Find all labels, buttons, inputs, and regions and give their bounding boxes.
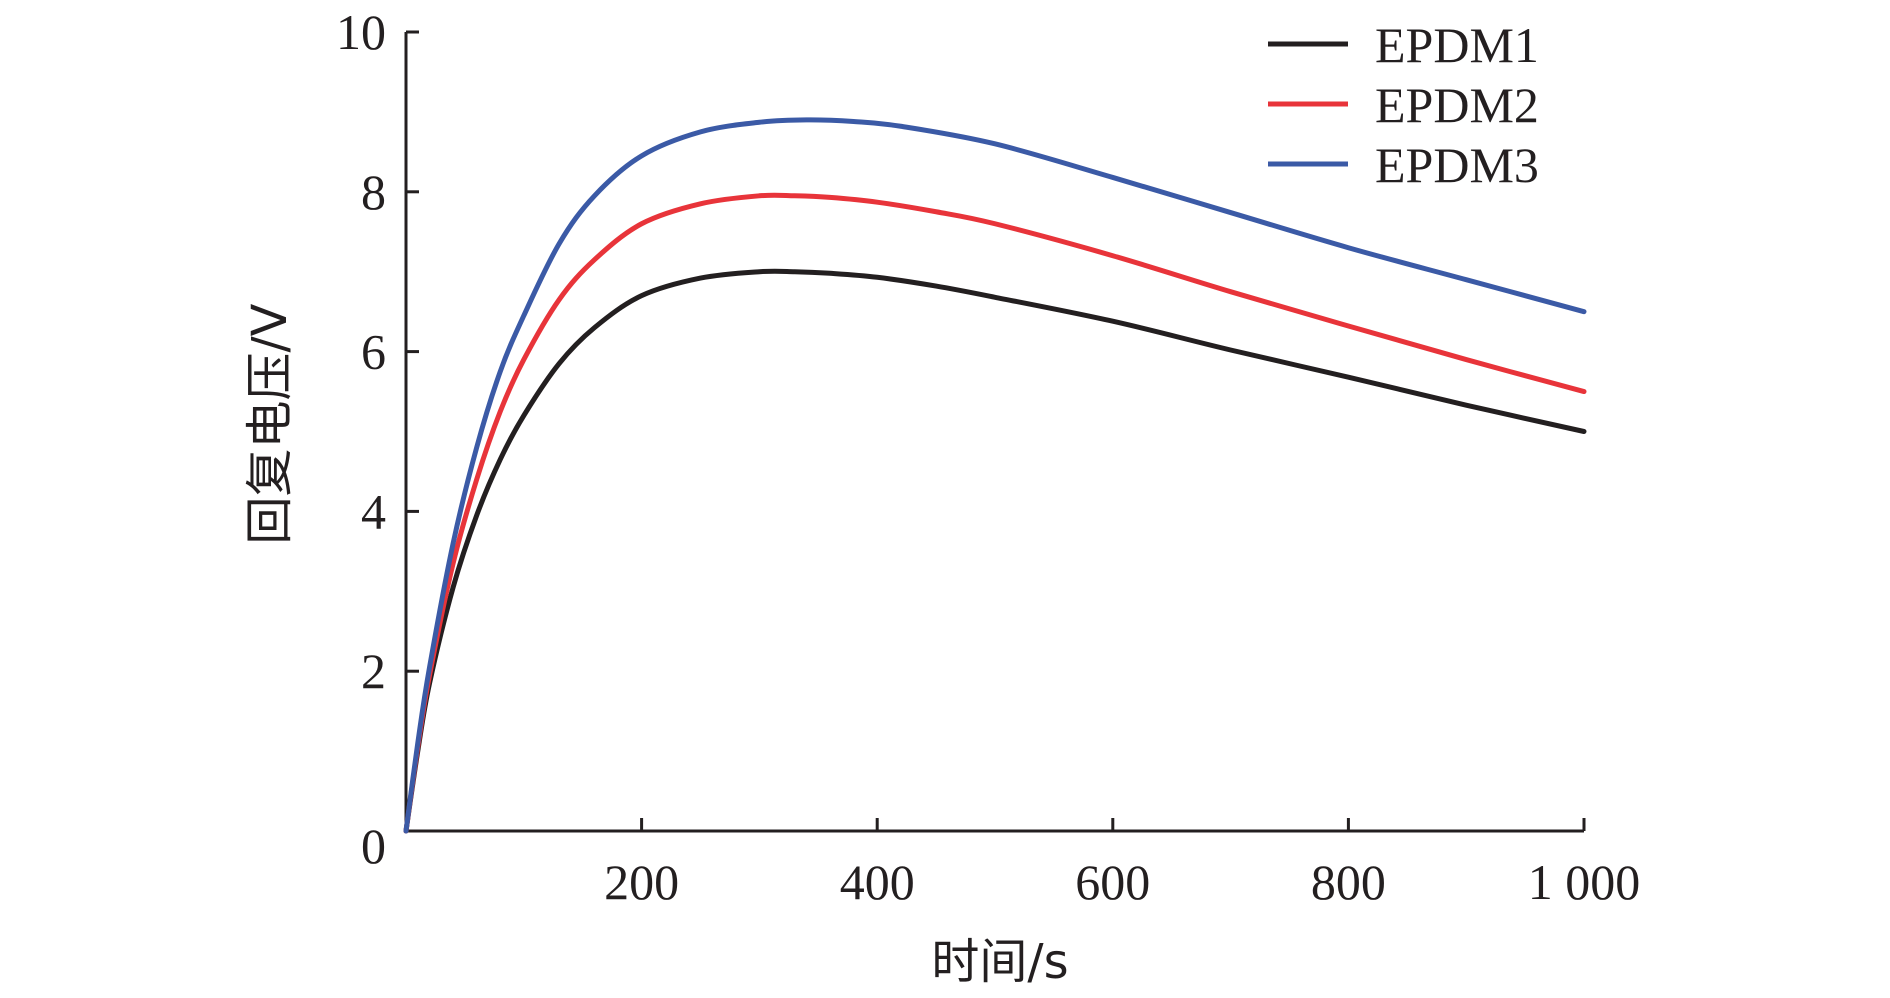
series-line-epdm2 (403, 192, 1587, 834)
y-tick-label: 6 (361, 324, 386, 380)
legend-label-epdm1: EPDM1 (1375, 17, 1539, 73)
legend-label-epdm3: EPDM3 (1375, 137, 1539, 193)
series-line-epdm1 (403, 268, 1587, 834)
x-tick-label: 1 000 (1528, 854, 1641, 910)
x-tick-label: 600 (1075, 854, 1150, 910)
series-layer (403, 117, 1587, 834)
y-tick-label: 10 (336, 4, 386, 60)
y-tick-label: 8 (361, 164, 386, 220)
x-tick-label: 800 (1311, 854, 1386, 910)
series-line-epdm3 (403, 117, 1587, 834)
x-tick-label: 0 (361, 818, 386, 874)
axes: 2 4 6 8 10 0 200 400 600 800 1 000 (336, 4, 1640, 910)
y-axis-title: 回复电压/V (242, 303, 298, 544)
x-tick-label: 400 (840, 854, 915, 910)
y-tick-label: 4 (361, 483, 386, 539)
x-tick-label: 200 (604, 854, 679, 910)
x-axis-title: 时间/s (931, 934, 1068, 990)
legend-label-epdm2: EPDM2 (1375, 77, 1539, 133)
y-tick-label: 2 (361, 643, 386, 699)
